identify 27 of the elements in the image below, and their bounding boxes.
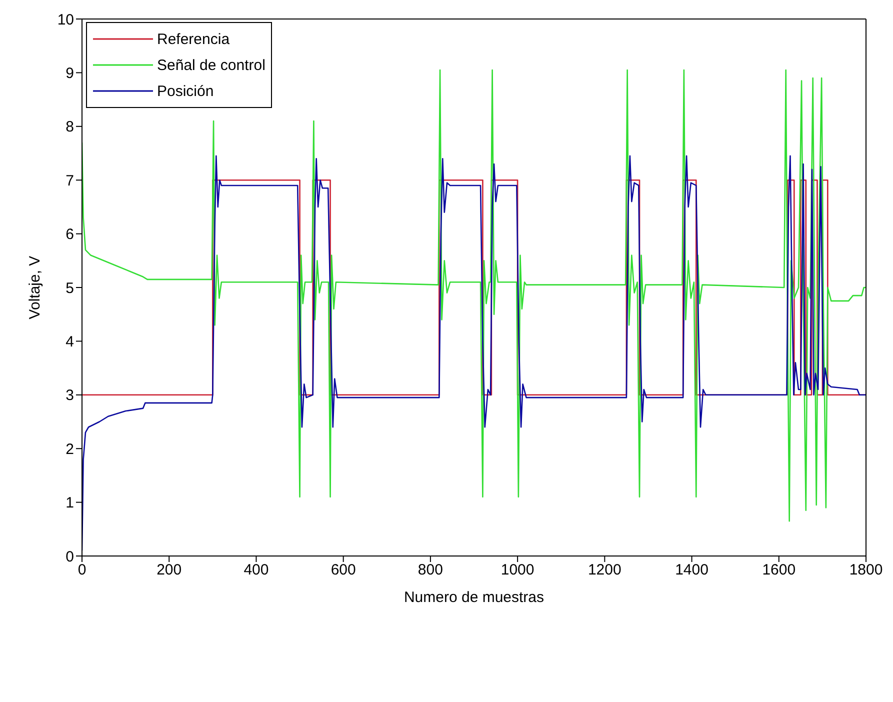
legend-label: Referencia	[157, 30, 230, 48]
x-tick-label: 800	[418, 562, 443, 579]
legend-label: Señal de control	[157, 56, 266, 74]
legend-label: Posición	[157, 82, 214, 100]
y-tick-label: 1	[66, 494, 74, 512]
y-tick-label: 6	[66, 226, 74, 244]
y-tick-label: 10	[57, 11, 74, 28]
x-tick-label: 0	[78, 562, 86, 579]
y-tick-label: 7	[66, 172, 74, 190]
y-tick-label: 8	[66, 118, 74, 136]
x-tick-label: 1200	[588, 562, 622, 579]
x-tick-label: 400	[244, 562, 269, 579]
x-axis-title: Numero de muestras	[404, 589, 544, 606]
y-tick-label: 3	[66, 387, 74, 404]
x-tick-label: 1800	[849, 562, 883, 579]
y-tick-label: 5	[66, 280, 74, 297]
y-tick-label: 0	[66, 548, 74, 566]
y-tick-label: 2	[66, 440, 74, 458]
x-tick-label: 200	[156, 562, 182, 579]
line-series	[82, 69, 866, 522]
y-tick-label: 9	[66, 65, 74, 82]
y-tick-label: 4	[66, 334, 74, 351]
x-tick-label: 1400	[675, 562, 708, 579]
y-axis-title: Voltaje, V	[26, 256, 44, 320]
x-tick-label: 600	[330, 562, 356, 579]
x-tick-label: 1600	[762, 562, 796, 579]
x-tick-label: 1000	[500, 562, 534, 579]
